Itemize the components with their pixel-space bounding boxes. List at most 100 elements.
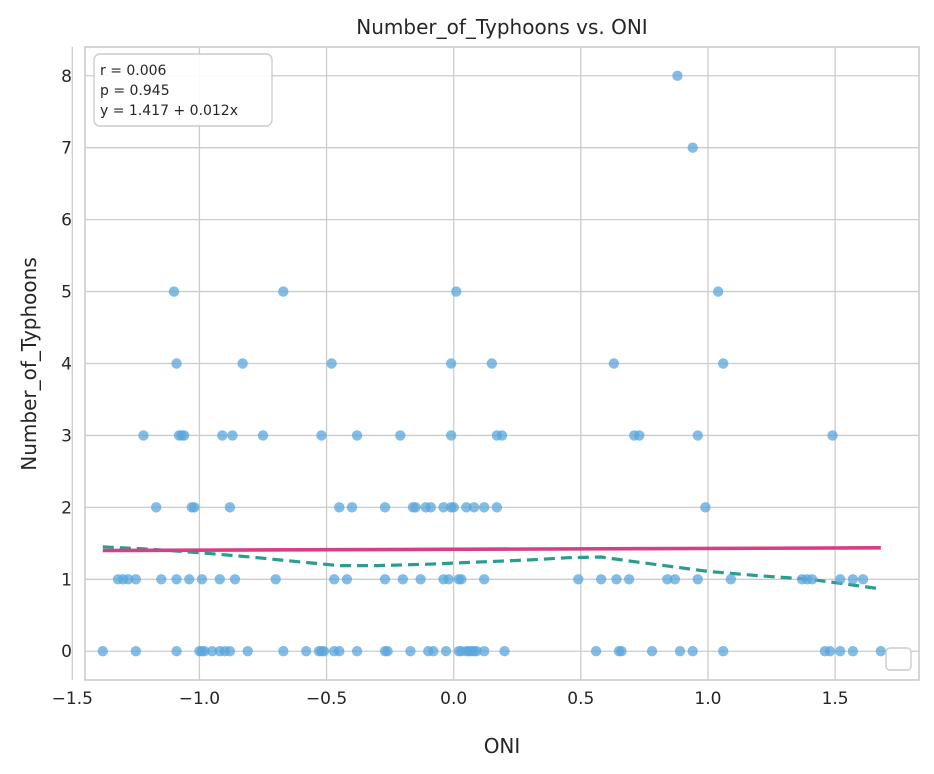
data-point — [334, 502, 345, 513]
data-point — [214, 574, 225, 585]
data-point — [410, 502, 421, 513]
data-point — [875, 646, 887, 657]
data-point — [206, 646, 218, 657]
data-point — [150, 502, 162, 513]
data-point — [196, 574, 208, 585]
data-point — [445, 430, 457, 441]
chart-title: Number_of_Typhoons vs. ONI — [356, 15, 647, 39]
data-point — [669, 574, 681, 585]
data-point — [168, 286, 180, 297]
y-tick-labels: 0 1 2 3 4 5 6 7 8 — [61, 67, 72, 662]
data-point — [301, 646, 312, 657]
data-point — [634, 430, 645, 441]
y-tick-label: 4 — [61, 355, 72, 375]
y-tick-label: 7 — [61, 139, 72, 159]
data-point — [438, 502, 449, 513]
y-axis-label: Number_of_Typhoons — [17, 257, 41, 471]
data-point — [382, 646, 393, 657]
data-point — [351, 430, 363, 441]
data-point — [461, 502, 472, 513]
data-point — [611, 574, 622, 585]
legend-box — [885, 647, 912, 671]
data-point — [590, 646, 602, 657]
data-point — [857, 574, 869, 585]
data-point — [351, 646, 363, 657]
data-point — [217, 430, 228, 441]
data-point — [718, 646, 729, 657]
y-tick-label: 1 — [61, 570, 72, 590]
data-point — [156, 574, 167, 585]
data-point — [405, 646, 416, 657]
data-point — [270, 574, 281, 585]
data-point — [445, 358, 457, 369]
data-point — [318, 646, 330, 657]
data-point — [428, 646, 439, 657]
data-point — [672, 70, 683, 81]
data-point — [486, 358, 498, 369]
data-point — [184, 574, 195, 585]
stats-p: p = 0.945 — [100, 83, 170, 99]
regression-line — [102, 546, 881, 553]
data-point — [687, 142, 698, 153]
data-point — [662, 574, 673, 585]
data-point — [834, 646, 846, 657]
smooth-trend-line — [102, 545, 879, 591]
data-point — [491, 502, 503, 513]
data-point — [443, 574, 454, 585]
data-point — [479, 574, 490, 585]
regression-layer — [102, 546, 881, 553]
data-point — [138, 430, 149, 441]
data-point — [440, 646, 452, 657]
data-point — [395, 430, 406, 441]
data-point — [616, 646, 627, 657]
data-point — [479, 646, 490, 657]
data-point — [123, 574, 134, 585]
x-tick-label: 0.5 — [567, 689, 594, 709]
data-point — [687, 646, 698, 657]
data-point — [807, 574, 818, 585]
plot-frame — [84, 46, 920, 681]
data-point — [227, 430, 238, 441]
data-point — [328, 574, 340, 585]
data-point — [471, 646, 482, 657]
data-point — [346, 502, 358, 513]
y-tick-label: 0 — [61, 642, 72, 662]
data-point — [496, 430, 508, 441]
x-tick-label: 1.5 — [822, 689, 849, 709]
data-point — [573, 574, 584, 585]
x-tick-label: −1.0 — [179, 689, 220, 709]
data-point — [847, 574, 859, 585]
data-point — [425, 502, 437, 513]
data-point — [451, 286, 462, 297]
data-point — [448, 502, 459, 513]
data-point — [171, 358, 182, 369]
data-point — [341, 574, 353, 585]
data-point — [237, 358, 248, 369]
data-point — [257, 430, 269, 441]
data-point — [725, 574, 737, 585]
data-point — [468, 502, 480, 513]
data-point — [827, 430, 838, 441]
data-point — [700, 502, 711, 513]
data-point — [229, 574, 241, 585]
x-tick-label: 1.0 — [694, 689, 721, 709]
x-tick-label: −1.5 — [52, 689, 93, 709]
data-point — [178, 430, 190, 441]
data-points — [97, 70, 887, 657]
data-point — [674, 646, 686, 657]
data-point — [847, 646, 859, 657]
data-point — [608, 358, 620, 369]
data-point — [397, 574, 409, 585]
y-tick-label: 3 — [61, 426, 72, 446]
data-point — [199, 646, 210, 657]
data-point — [623, 574, 635, 585]
data-point — [130, 574, 142, 585]
data-point — [718, 358, 729, 369]
data-point — [316, 430, 327, 441]
data-point — [189, 502, 200, 513]
data-point — [242, 646, 253, 657]
data-point — [692, 430, 703, 441]
data-point — [646, 646, 658, 657]
data-point — [379, 502, 391, 513]
data-point — [824, 646, 836, 657]
